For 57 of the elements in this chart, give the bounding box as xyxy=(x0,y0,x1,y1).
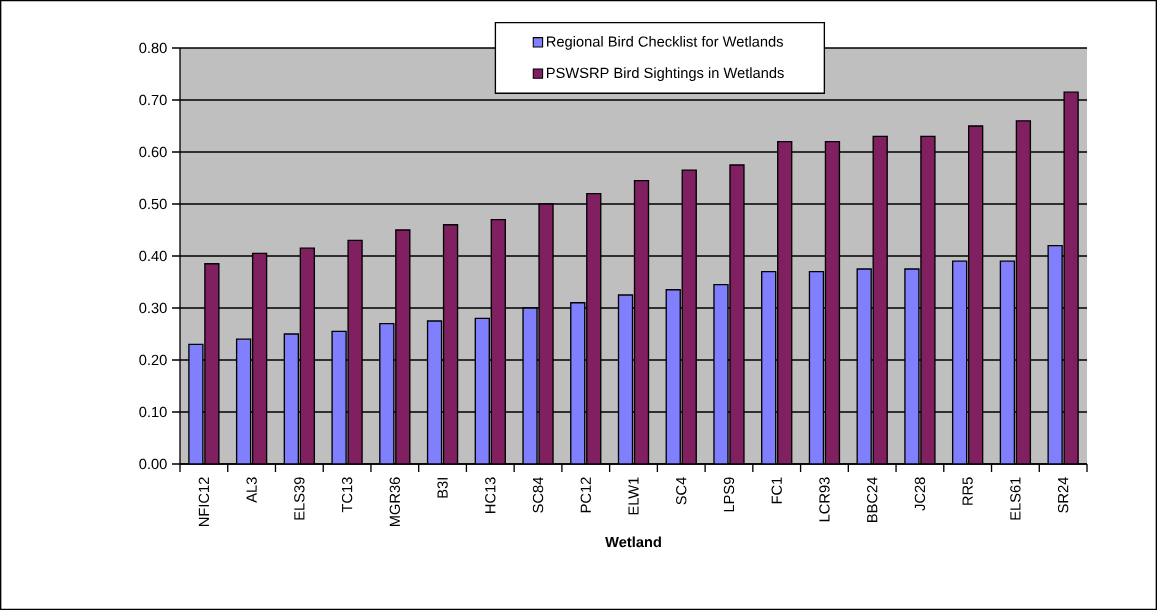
bar xyxy=(633,179,650,464)
x-tick-label: LCR93 xyxy=(819,477,830,522)
bar xyxy=(490,218,506,464)
bar xyxy=(824,140,841,464)
y-tick-label: 0.20 xyxy=(139,354,167,366)
bar xyxy=(856,268,872,464)
x-tick-label: BBC24 xyxy=(867,477,878,522)
bar xyxy=(681,169,697,464)
legend-label: Regional Bird Checklist for Wetlands xyxy=(547,36,783,50)
x-tick-label: SR24 xyxy=(1057,477,1069,513)
bar xyxy=(474,317,490,464)
x-tick-label: AL3 xyxy=(246,477,257,503)
bar xyxy=(872,135,888,464)
bar xyxy=(1015,120,1032,464)
bar xyxy=(586,192,602,464)
bar xyxy=(570,302,586,464)
bar xyxy=(299,247,316,464)
bar xyxy=(283,333,300,464)
y-tick-label: 0.70 xyxy=(139,94,167,106)
x-axis-title: Wetland xyxy=(605,536,661,548)
bar xyxy=(951,260,968,464)
x-tick-label: HC13 xyxy=(485,477,496,513)
y-tick-label: 0.60 xyxy=(139,146,167,158)
x-tick-label: ELW1 xyxy=(628,477,639,515)
bar xyxy=(235,338,252,464)
x-tick-label: FC1 xyxy=(771,477,782,504)
bar xyxy=(379,322,395,464)
y-tick-label: 0.10 xyxy=(139,406,167,418)
x-tick-label: SC84 xyxy=(532,477,544,513)
x-tick-label: ELS39 xyxy=(294,477,305,520)
x-tick-label: NFIC12 xyxy=(198,477,210,527)
bar xyxy=(808,270,825,464)
bar xyxy=(395,229,411,464)
bar xyxy=(967,125,984,464)
y-tick-label: 0.30 xyxy=(139,302,167,314)
bar xyxy=(761,270,777,464)
x-tick-label: PC12 xyxy=(580,477,591,513)
y-tick-label: 0.80 xyxy=(139,42,167,54)
x-tick-label: B3I xyxy=(437,478,448,498)
bar xyxy=(251,252,268,464)
x-tick-label: MGR36 xyxy=(389,477,401,527)
bar xyxy=(665,289,681,464)
x-tick-label: LPS9 xyxy=(723,477,735,512)
x-tick-label: RR5 xyxy=(962,477,973,505)
x-tick-label: ELS61 xyxy=(1010,477,1021,520)
bar xyxy=(617,294,634,464)
legend-label: PSWSRP Bird Sightings in Wetlands xyxy=(547,67,784,81)
y-tick-label: 0.00 xyxy=(139,458,167,470)
bar xyxy=(442,224,459,464)
x-tick-label: JC28 xyxy=(914,477,926,511)
y-tick-label: 0.40 xyxy=(139,250,167,262)
y-tick-label: 0.50 xyxy=(139,198,167,210)
x-tick-label: TC13 xyxy=(341,477,353,513)
bar xyxy=(999,260,1016,464)
x-tick-label: SC4 xyxy=(676,477,687,505)
bar xyxy=(426,320,443,464)
bar xyxy=(777,140,793,464)
